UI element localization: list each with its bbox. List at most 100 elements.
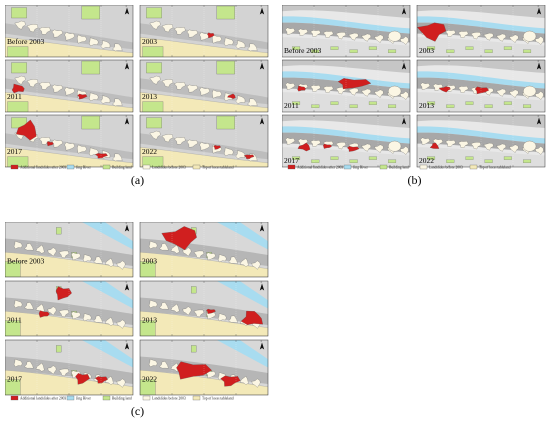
additional-landslide — [176, 361, 212, 380]
building-land — [388, 104, 397, 108]
building-land — [81, 5, 100, 20]
legend-item: Jing River — [66, 164, 92, 169]
building-land — [146, 117, 162, 129]
legend-swatch — [343, 164, 352, 170]
landslide-before-2003 — [35, 244, 45, 254]
coordinate-grid — [448, 115, 514, 167]
landslide-before-2003 — [170, 244, 180, 254]
coordinate-grid — [36, 60, 102, 112]
coordinate-grid — [171, 340, 237, 395]
landslide-before-2003 — [186, 29, 199, 38]
additional-landslide — [417, 22, 447, 42]
map-year-label: 2017 — [284, 156, 299, 165]
landslide-before-2003 — [82, 313, 92, 322]
landslide-before-2003 — [193, 309, 205, 318]
map-year-label: Before 2003 — [7, 37, 45, 46]
landslide-before-2003 — [457, 31, 469, 38]
landslide-before-2003 — [186, 139, 199, 148]
landslide-before-2003 — [170, 303, 180, 313]
landslide-before-2003 — [159, 302, 169, 310]
landslide-before-2003 — [217, 313, 227, 322]
legend-swatch — [192, 164, 201, 170]
landslide-before-2003 — [149, 75, 161, 85]
landslide-before-2003 — [400, 146, 409, 155]
building-land — [142, 46, 164, 57]
building-land — [142, 101, 164, 112]
landslide-before-2003 — [310, 140, 321, 147]
coordinate-grid — [313, 60, 379, 112]
svg-text:N: N — [538, 116, 540, 118]
landslide-before-2003 — [58, 250, 70, 259]
additional-landslide — [161, 226, 197, 251]
map-year-label: 2022 — [419, 156, 434, 165]
landslide-before-2003 — [235, 40, 246, 49]
landslide-before-2003 — [104, 376, 114, 385]
legend-label: Top of loess tableland — [479, 165, 511, 169]
north-arrow-icon: N — [401, 61, 407, 70]
additional-landslide — [207, 32, 215, 39]
legend-swatch — [102, 164, 111, 170]
landslide-before-2003 — [64, 87, 76, 96]
additional-landslide — [240, 310, 263, 325]
north-arrow-icon: N — [124, 6, 130, 15]
figure-a: N Before 2003 N 2003 N 2011 N 2013 N 2017 N 2022 Add… — [5, 5, 270, 190]
building-land — [349, 104, 358, 108]
landslide-before-2003 — [14, 20, 26, 30]
additional-landslide — [220, 375, 241, 387]
landslide-before-2003 — [535, 146, 544, 155]
landslide-before-2003 — [445, 30, 456, 37]
building-land — [427, 46, 436, 50]
jing-river — [81, 340, 133, 368]
landslide-before-2003 — [374, 34, 384, 43]
coordinate-grid — [171, 281, 237, 336]
legend-swatch — [66, 395, 75, 401]
landslide-before-2003 — [206, 252, 216, 261]
landslide-before-2003 — [64, 142, 76, 151]
landslide-before-2003 — [297, 28, 309, 36]
landslide-before-2003 — [47, 306, 57, 316]
north-arrow-icon: N — [536, 116, 542, 125]
figure-c-maps: N Before 2003 N 2003 N 2011 N 2013 N 2017 N 2022 Add… — [5, 222, 269, 401]
landslide-before-2003 — [247, 98, 258, 107]
jing-river — [81, 222, 133, 250]
svg-text:N: N — [403, 6, 405, 8]
building-land — [191, 286, 197, 294]
building-land — [311, 159, 320, 163]
building-land — [330, 101, 339, 105]
north-arrow-icon: N — [259, 116, 265, 125]
landslide-before-2003 — [496, 33, 507, 42]
building-land — [7, 46, 29, 57]
building-land — [56, 227, 62, 235]
additional-landslide — [94, 153, 108, 159]
landslide-before-2003 — [470, 32, 482, 40]
landslide-before-2003 — [159, 361, 169, 369]
landslide-before-2003 — [239, 258, 249, 267]
legend-label: Top of loess tableland — [202, 165, 234, 169]
svg-text:N: N — [126, 6, 128, 8]
landslide-before-2003 — [39, 82, 51, 90]
landslide-before-2003 — [235, 150, 246, 159]
svg-text:N: N — [126, 341, 128, 343]
building-land — [146, 7, 162, 19]
landslide-before-2003 — [186, 84, 199, 93]
landslide-before-2003 — [251, 260, 261, 270]
map-panel-b-4: N 2013 — [416, 59, 546, 113]
building-land — [427, 156, 436, 160]
landslide-before-2003 — [235, 95, 246, 104]
landslide-before-2003 — [535, 91, 544, 100]
landslide-before-2003 — [310, 85, 321, 92]
landslide-before-2003 — [47, 365, 57, 375]
svg-text:N: N — [126, 223, 128, 225]
coordinate-grid — [36, 281, 102, 336]
coordinate-grid — [36, 5, 102, 57]
svg-text:N: N — [261, 282, 263, 284]
svg-text:N: N — [126, 61, 128, 63]
landslide-before-2003 — [89, 92, 99, 102]
landslide-before-2003 — [247, 43, 258, 52]
coordinate-grid — [36, 340, 102, 395]
north-arrow-icon: N — [401, 6, 407, 15]
coordinate-grid — [36, 222, 102, 277]
landslide-before-2003 — [348, 32, 359, 41]
map-year-label: 2013 — [142, 92, 157, 101]
additional-landslide — [75, 373, 90, 385]
